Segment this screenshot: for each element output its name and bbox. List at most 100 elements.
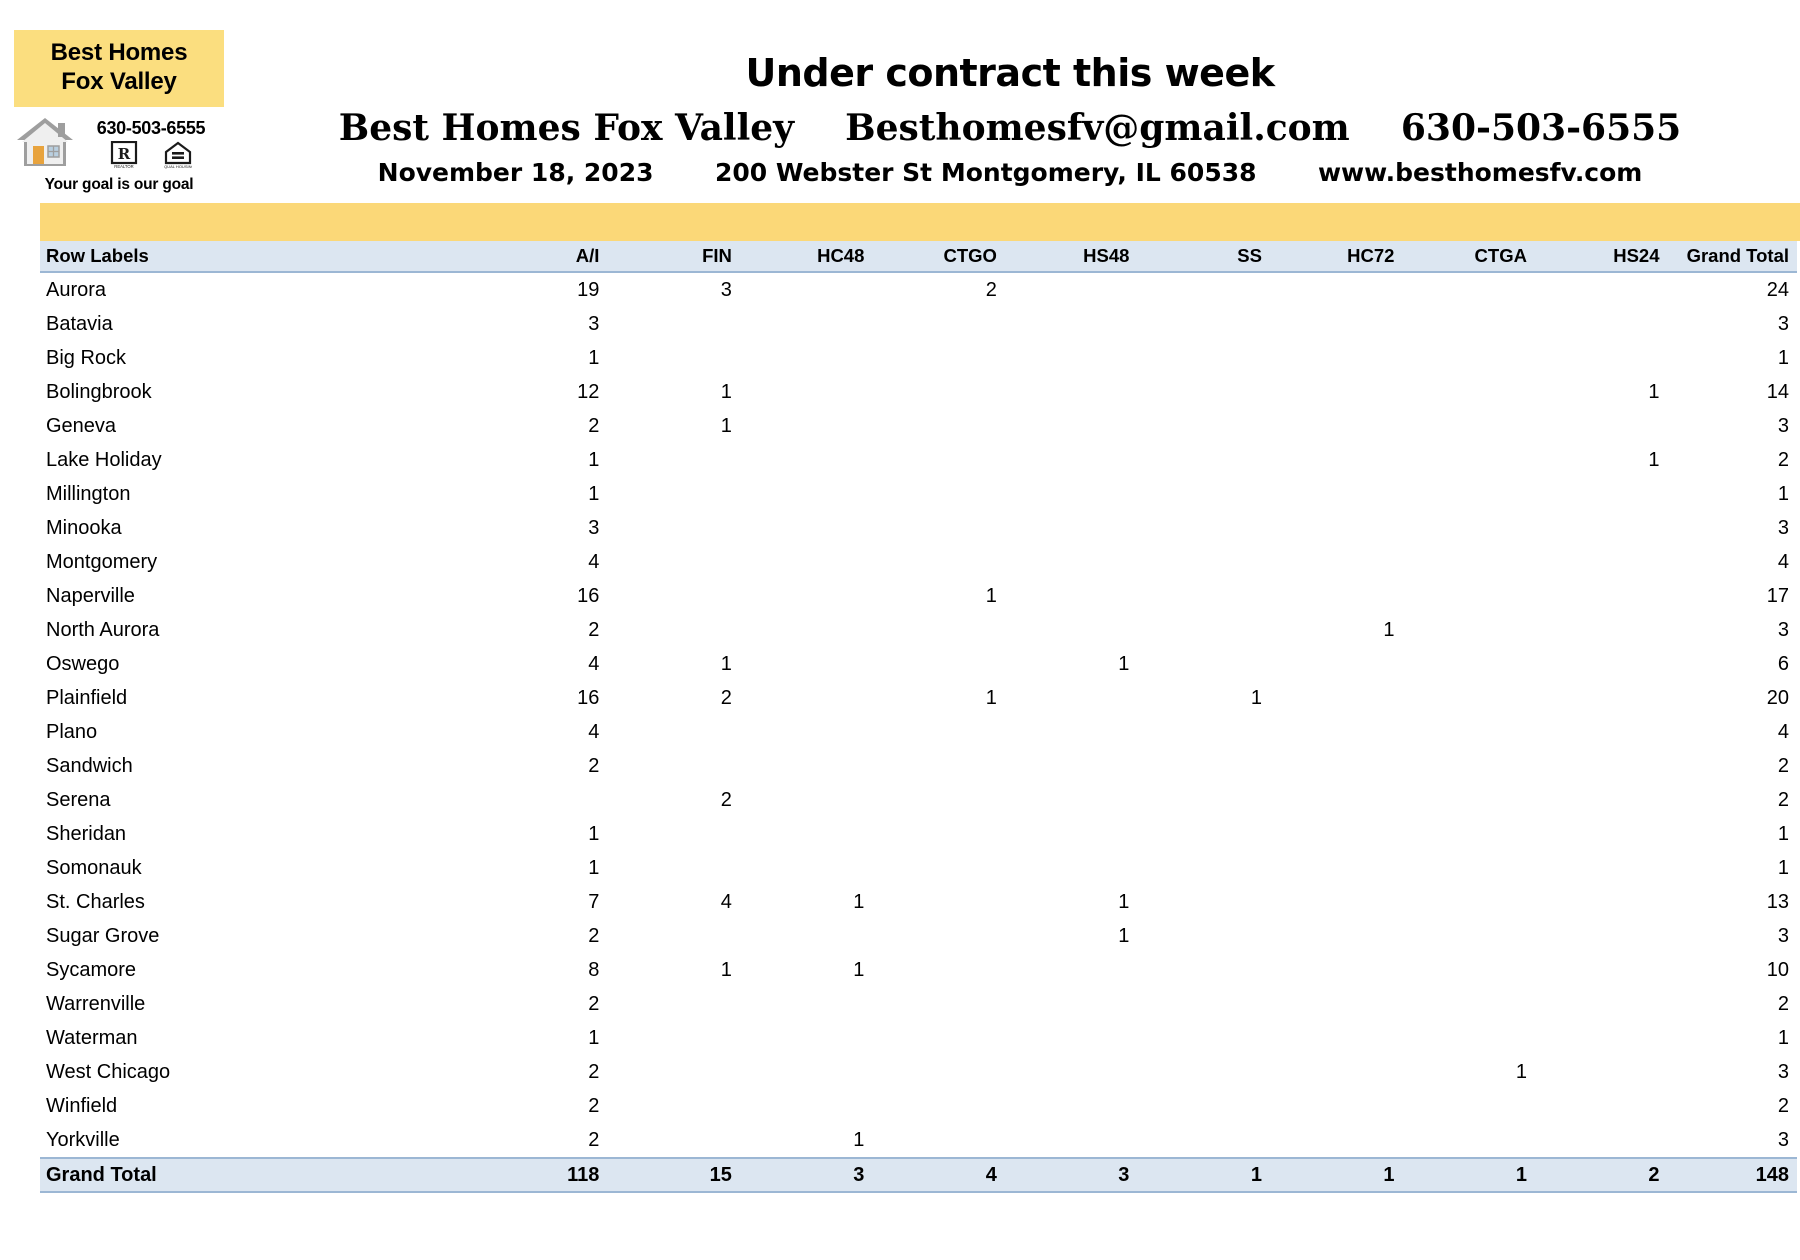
cell-hc48 bbox=[740, 477, 873, 511]
row-label: Sandwich bbox=[46, 754, 133, 777]
column-header-hs48[interactable]: HS48 bbox=[1004, 241, 1138, 273]
cell-ctga bbox=[1402, 919, 1535, 953]
cell-fin bbox=[607, 613, 740, 647]
grand-total-fin: 15 bbox=[607, 1157, 740, 1193]
grand-total-row: Grand Total 118 15 3 4 3 1 1 1 2 148 bbox=[40, 1157, 1797, 1193]
column-header-ctga[interactable]: CTGA bbox=[1402, 241, 1535, 273]
cell-ctgo: 1 bbox=[985, 686, 997, 709]
cell-grand-total: 4 bbox=[1777, 720, 1789, 743]
cell-a-i: 12 bbox=[577, 380, 600, 403]
column-header-row-labels[interactable]: Row Labels bbox=[40, 241, 475, 273]
cell-ss bbox=[1137, 919, 1270, 953]
cell-ctgo bbox=[872, 1089, 1005, 1123]
cell-a-i: 3 bbox=[588, 516, 600, 539]
cell-fin bbox=[607, 817, 740, 851]
row-label: Winfield bbox=[46, 1094, 118, 1117]
cell-fin bbox=[607, 851, 740, 885]
row-label: Plainfield bbox=[46, 686, 128, 709]
cell-ctga bbox=[1402, 647, 1535, 681]
cell-hs24 bbox=[1535, 1055, 1668, 1089]
cell-ss bbox=[1137, 1089, 1270, 1123]
pivot-table: Row Labels A/I FIN HC48 CTGO HS48 SS HC72 CTGA HS… bbox=[40, 241, 1797, 1193]
cell-hs48 bbox=[1005, 851, 1138, 885]
cell-ss bbox=[1137, 341, 1270, 375]
cell-fin: 1 bbox=[720, 958, 732, 981]
company-logo-block: Best Homes Fox Valley 630-503-6555 R bbox=[14, 30, 224, 194]
cell-ctga bbox=[1402, 987, 1535, 1021]
table-row: Sugar Grove 2 1 3 bbox=[40, 919, 1797, 953]
cell-a-i: 1 bbox=[588, 482, 600, 505]
cell-hc48 bbox=[740, 613, 873, 647]
cell-hs24 bbox=[1535, 681, 1668, 715]
cell-fin bbox=[607, 545, 740, 579]
cell-hs48 bbox=[1005, 1089, 1138, 1123]
column-header-hs24[interactable]: HS24 bbox=[1534, 241, 1668, 273]
column-header-ctgo[interactable]: CTGO bbox=[872, 241, 1005, 273]
cell-hs24: 1 bbox=[1648, 448, 1660, 471]
row-label: Naperville bbox=[46, 584, 135, 607]
table-row: Batavia 3 3 bbox=[40, 307, 1797, 341]
cell-ctga bbox=[1402, 1021, 1535, 1055]
cell-a-i: 2 bbox=[588, 924, 600, 947]
cell-ss bbox=[1137, 953, 1270, 987]
cell-hc48 bbox=[740, 987, 873, 1021]
column-header-ss[interactable]: SS bbox=[1137, 241, 1270, 273]
cell-hc72 bbox=[1270, 477, 1403, 511]
cell-fin bbox=[607, 443, 740, 477]
cell-grand-total: 2 bbox=[1777, 1094, 1789, 1117]
cell-hc72 bbox=[1270, 579, 1403, 613]
cell-a-i: 19 bbox=[577, 278, 600, 301]
cell-ctga bbox=[1402, 307, 1535, 341]
cell-hs24 bbox=[1535, 272, 1668, 307]
cell-a-i: 2 bbox=[588, 618, 600, 641]
row-label: Somonauk bbox=[46, 856, 142, 879]
cell-hc48 bbox=[740, 375, 873, 409]
cell-ctga bbox=[1402, 511, 1535, 545]
cell-hs48 bbox=[1005, 341, 1138, 375]
cell-ss: 1 bbox=[1250, 686, 1262, 709]
table-row: Plano 4 4 bbox=[40, 715, 1797, 749]
cell-hs24 bbox=[1535, 511, 1668, 545]
row-label: West Chicago bbox=[46, 1060, 171, 1083]
table-row: Naperville 16 1 17 bbox=[40, 579, 1797, 613]
column-header-grand-total[interactable]: Grand Total bbox=[1667, 241, 1797, 273]
cell-ctga bbox=[1402, 272, 1535, 307]
column-header-hc48[interactable]: HC48 bbox=[739, 241, 873, 273]
cell-a-i: 16 bbox=[577, 686, 600, 709]
cell-hs48 bbox=[1005, 307, 1138, 341]
cell-ctgo bbox=[872, 851, 1005, 885]
cell-hc72 bbox=[1270, 987, 1403, 1021]
cell-a-i: 8 bbox=[588, 958, 600, 981]
cell-hc72 bbox=[1270, 1021, 1403, 1055]
cell-grand-total: 2 bbox=[1777, 788, 1789, 811]
table-row: Yorkville 2 1 3 bbox=[40, 1123, 1797, 1158]
cell-hc72 bbox=[1270, 749, 1403, 783]
cell-a-i: 4 bbox=[588, 550, 600, 573]
svg-text:REALTOR: REALTOR bbox=[114, 164, 133, 169]
table-row: Plainfield 16 2 1 1 20 bbox=[40, 681, 1797, 715]
cell-grand-total: 6 bbox=[1777, 652, 1789, 675]
cell-hc72 bbox=[1270, 885, 1403, 919]
cell-a-i: 7 bbox=[588, 890, 600, 913]
cell-grand-total: 2 bbox=[1777, 448, 1789, 471]
logo-line-1: Best Homes bbox=[50, 39, 188, 66]
table-row: West Chicago 2 1 3 bbox=[40, 1055, 1797, 1089]
cell-ctgo bbox=[872, 409, 1005, 443]
column-header-a-i[interactable]: A/I bbox=[474, 241, 608, 273]
grand-total-hc72: 1 bbox=[1269, 1157, 1403, 1193]
cell-hc48 bbox=[740, 783, 873, 817]
cell-ctga bbox=[1402, 715, 1535, 749]
cell-ctga bbox=[1402, 1123, 1535, 1158]
column-header-hc72[interactable]: HC72 bbox=[1269, 241, 1403, 273]
cell-fin bbox=[607, 579, 740, 613]
cell-hs24 bbox=[1535, 817, 1668, 851]
cell-hs48 bbox=[1005, 443, 1138, 477]
cell-grand-total: 3 bbox=[1777, 924, 1789, 947]
cell-fin bbox=[607, 987, 740, 1021]
column-header-fin[interactable]: FIN bbox=[607, 241, 740, 273]
cell-hs24 bbox=[1535, 477, 1668, 511]
cell-ctgo bbox=[872, 613, 1005, 647]
cell-a-i: 2 bbox=[588, 1094, 600, 1117]
cell-ss bbox=[1137, 545, 1270, 579]
table-row: Montgomery 4 4 bbox=[40, 545, 1797, 579]
